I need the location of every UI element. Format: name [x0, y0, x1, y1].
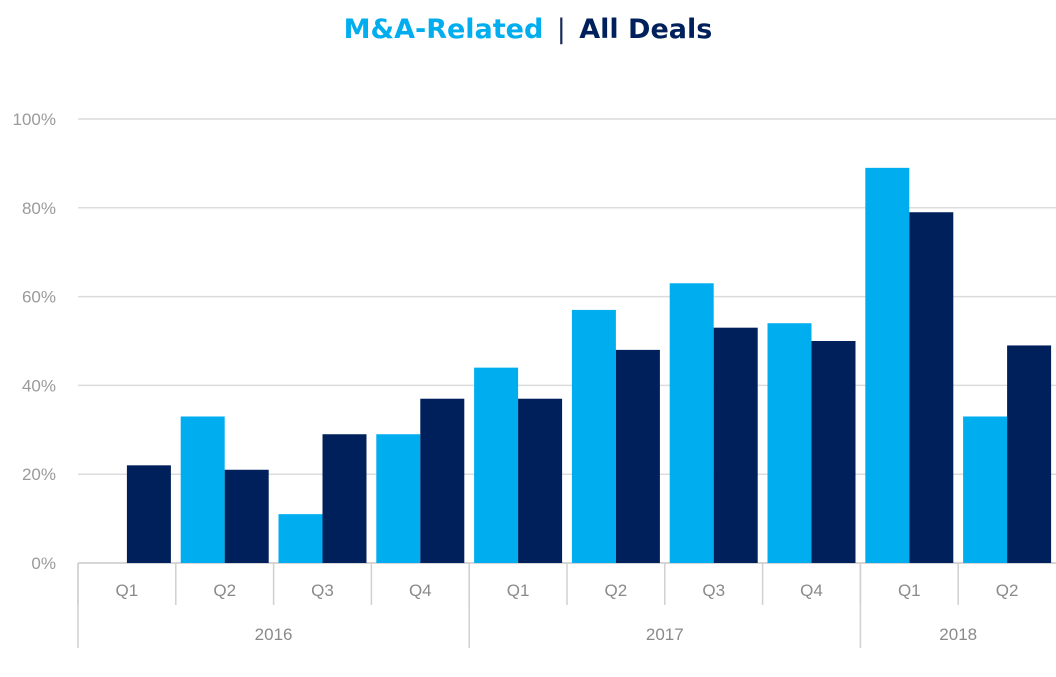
y-tick-label: 100%	[13, 110, 56, 129]
y-tick-label: 80%	[22, 199, 56, 218]
bar-all-deals	[420, 398, 465, 563]
bar-ma-related	[376, 434, 421, 563]
bar-all-deals	[518, 398, 563, 563]
x-category-label: Q1	[898, 581, 921, 600]
x-category-label: Q1	[507, 581, 530, 600]
x-category-label: Q4	[800, 581, 823, 600]
x-category-label: Q4	[409, 581, 432, 600]
bar-all-deals	[322, 434, 367, 563]
y-axis: 0% 20% 40% 60% 80% 100%	[13, 110, 56, 573]
bar-ma-related	[278, 514, 323, 563]
x-group-label: 2018	[939, 625, 977, 644]
bars	[126, 167, 1052, 564]
y-tick-label: 20%	[22, 465, 56, 484]
x-category-label: Q2	[996, 581, 1019, 600]
y-tick-label: 40%	[22, 376, 56, 395]
bar-all-deals	[909, 212, 954, 564]
bar-all-deals	[713, 327, 758, 563]
bar-ma-related	[865, 167, 910, 563]
bar-all-deals	[811, 341, 856, 563]
bar-ma-related	[767, 323, 812, 563]
bar-all-deals	[615, 349, 660, 563]
bar-ma-related	[571, 309, 616, 563]
x-category-label: Q2	[605, 581, 628, 600]
title-series-1: M&A-Related	[343, 14, 544, 45]
x-category-label: Q3	[311, 581, 334, 600]
x-category-label: Q1	[116, 581, 139, 600]
bar-ma-related	[963, 416, 1008, 563]
bar-ma-related	[669, 283, 714, 563]
bar-ma-related	[474, 367, 519, 563]
bar-all-deals	[126, 465, 171, 563]
bar-ma-related	[180, 416, 225, 563]
x-category-label: Q2	[213, 581, 236, 600]
title-series-2: All Deals	[579, 14, 713, 45]
y-tick-label: 0%	[31, 554, 56, 573]
x-category-label: Q3	[702, 581, 725, 600]
x-axis: Q1 Q2 Q3 Q4 Q1 Q2 Q3 Q4 Q1 Q2 2016 2017 2018	[77, 563, 1019, 648]
x-group-label: 2017	[646, 625, 684, 644]
x-group-label: 2016	[255, 625, 293, 644]
chart-title: M&A-Related | All Deals	[0, 14, 1056, 45]
bar-all-deals	[224, 469, 269, 563]
title-separator: |	[556, 14, 566, 45]
bar-all-deals	[1007, 345, 1052, 563]
y-tick-label: 60%	[22, 288, 56, 307]
